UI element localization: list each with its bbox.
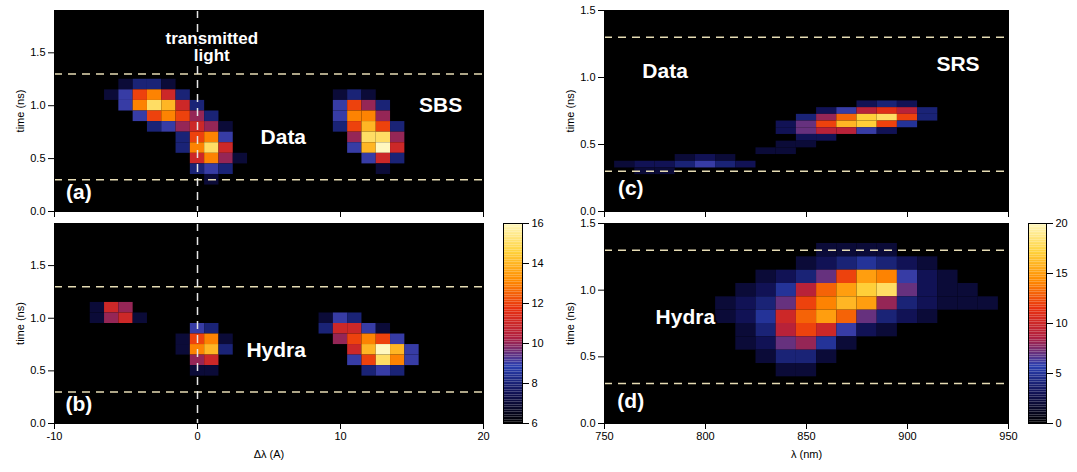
svg-text:-10: -10 [47, 430, 63, 442]
svg-text:Δλ (A): Δλ (A) [254, 448, 285, 460]
svg-text:1.0: 1.0 [580, 71, 595, 83]
svg-text:Hydra: Hydra [246, 338, 306, 361]
svg-text:(a): (a) [66, 180, 92, 203]
svg-text:1.0: 1.0 [30, 312, 45, 324]
svg-text:16: 16 [532, 217, 544, 229]
svg-text:λ (nm): λ (nm) [791, 448, 822, 460]
svg-text:10: 10 [1056, 317, 1068, 329]
svg-text:1.5: 1.5 [30, 259, 45, 271]
svg-text:Hydra: Hydra [656, 305, 716, 328]
svg-text:0.5: 0.5 [580, 350, 595, 362]
svg-text:900: 900 [898, 430, 916, 442]
svg-text:0.5: 0.5 [30, 364, 45, 376]
svg-text:SBS: SBS [419, 93, 462, 116]
svg-text:time (ns): time (ns) [564, 302, 576, 345]
svg-text:0.0: 0.0 [30, 417, 45, 429]
svg-text:time (ns): time (ns) [14, 90, 26, 133]
svg-text:750: 750 [595, 430, 613, 442]
svg-text:0.5: 0.5 [30, 152, 45, 164]
svg-text:Data: Data [261, 125, 307, 148]
svg-text:0: 0 [1056, 417, 1062, 429]
svg-text:1.0: 1.0 [30, 99, 45, 111]
svg-text:0.0: 0.0 [580, 205, 595, 217]
svg-text:5: 5 [1056, 367, 1062, 379]
svg-text:1.5: 1.5 [580, 4, 595, 16]
svg-text:10: 10 [532, 337, 544, 349]
svg-text:(b): (b) [65, 392, 92, 415]
svg-text:1.5: 1.5 [580, 217, 595, 229]
svg-text:time (ns): time (ns) [14, 302, 26, 345]
svg-text:12: 12 [532, 297, 544, 309]
svg-text:(c): (c) [618, 176, 644, 199]
svg-text:850: 850 [797, 430, 815, 442]
svg-text:20: 20 [1056, 217, 1068, 229]
svg-text:0.0: 0.0 [30, 205, 45, 217]
svg-text:0: 0 [194, 430, 200, 442]
svg-text:20: 20 [477, 430, 489, 442]
svg-text:10: 10 [334, 430, 346, 442]
svg-text:Data: Data [642, 59, 688, 82]
svg-text:SRS: SRS [936, 52, 979, 75]
svg-text:0.5: 0.5 [580, 138, 595, 150]
svg-text:time (ns): time (ns) [564, 90, 576, 133]
svg-text:transmittedlight: transmittedlight [166, 29, 259, 65]
svg-text:950: 950 [999, 430, 1017, 442]
svg-text:15: 15 [1056, 267, 1068, 279]
svg-text:(d): (d) [617, 389, 644, 412]
svg-text:0.0: 0.0 [580, 417, 595, 429]
svg-text:800: 800 [696, 430, 714, 442]
svg-text:1.0: 1.0 [580, 284, 595, 296]
svg-text:8: 8 [532, 377, 538, 389]
svg-text:14: 14 [532, 257, 544, 269]
svg-text:6: 6 [532, 417, 538, 429]
svg-text:1.5: 1.5 [30, 46, 45, 58]
